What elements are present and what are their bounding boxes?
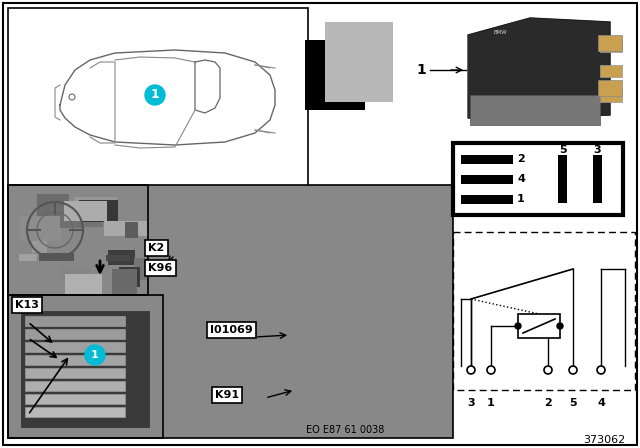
Circle shape (85, 345, 105, 365)
Bar (8, 8, 308, 186)
Bar (470, 95, 600, 125)
Circle shape (487, 366, 495, 374)
Bar (25, 342, 125, 352)
Bar (79, 200, 118, 222)
Bar (25, 394, 125, 404)
Text: 3: 3 (594, 145, 602, 155)
Bar (112, 269, 137, 294)
Text: 1: 1 (416, 63, 426, 77)
Bar (600, 40, 622, 52)
Bar (37, 194, 69, 221)
Bar (25, 381, 125, 391)
Circle shape (467, 366, 475, 374)
Bar (8, 295, 163, 438)
Bar (39, 253, 74, 261)
Text: 4: 4 (597, 398, 605, 408)
Text: 2: 2 (517, 155, 525, 164)
Bar (305, 40, 365, 110)
Bar (461, 195, 513, 204)
Bar (74, 197, 117, 213)
Circle shape (69, 94, 75, 100)
Text: K2: K2 (148, 243, 164, 253)
Bar (60, 267, 91, 283)
Bar (33, 221, 61, 238)
Text: 1: 1 (517, 194, 525, 204)
Bar (134, 258, 147, 280)
Polygon shape (468, 18, 610, 118)
Bar (593, 155, 602, 203)
Text: 1: 1 (487, 398, 495, 408)
Text: K13: K13 (15, 300, 39, 310)
Bar (8, 185, 148, 295)
Circle shape (544, 366, 552, 374)
Bar (20, 310, 150, 428)
Text: I01069: I01069 (210, 325, 253, 335)
Bar (119, 267, 140, 287)
Bar (461, 175, 513, 184)
Text: K96: K96 (148, 263, 172, 273)
Bar (65, 274, 102, 294)
Text: EO E87 61 0038: EO E87 61 0038 (306, 425, 384, 435)
Bar (450, 8, 632, 133)
Bar (19, 254, 37, 261)
Bar (453, 143, 623, 215)
Text: 4: 4 (517, 175, 525, 185)
Bar (25, 407, 125, 417)
Text: 5: 5 (559, 145, 566, 155)
Bar (600, 65, 622, 77)
Bar (125, 222, 138, 238)
Text: 373062: 373062 (583, 435, 625, 445)
Text: 3: 3 (467, 398, 475, 408)
Text: K91: K91 (215, 390, 239, 400)
Bar (56, 203, 103, 227)
Bar (8, 185, 453, 438)
Bar (20, 216, 60, 241)
Circle shape (515, 323, 521, 329)
Bar (50, 207, 82, 228)
Text: 2: 2 (544, 398, 552, 408)
Text: BMW: BMW (493, 30, 507, 34)
Bar (32, 231, 47, 253)
Bar (598, 80, 622, 96)
Text: 1: 1 (91, 350, 99, 360)
Bar (104, 221, 147, 236)
Circle shape (145, 85, 165, 105)
Bar (453, 232, 635, 390)
Bar (25, 316, 125, 326)
Bar (598, 35, 622, 51)
Bar (25, 368, 125, 378)
Bar (106, 255, 130, 261)
Text: 5: 5 (569, 398, 577, 408)
Bar (518, 314, 560, 338)
Circle shape (569, 366, 577, 374)
Circle shape (597, 366, 605, 374)
Bar (558, 155, 567, 203)
Bar (64, 201, 107, 221)
Bar (25, 329, 125, 339)
Text: 1: 1 (150, 89, 159, 102)
Circle shape (557, 323, 563, 329)
Bar (461, 155, 513, 164)
Bar (108, 250, 135, 265)
Bar (325, 22, 393, 102)
Bar (25, 355, 125, 365)
Bar (600, 90, 622, 102)
